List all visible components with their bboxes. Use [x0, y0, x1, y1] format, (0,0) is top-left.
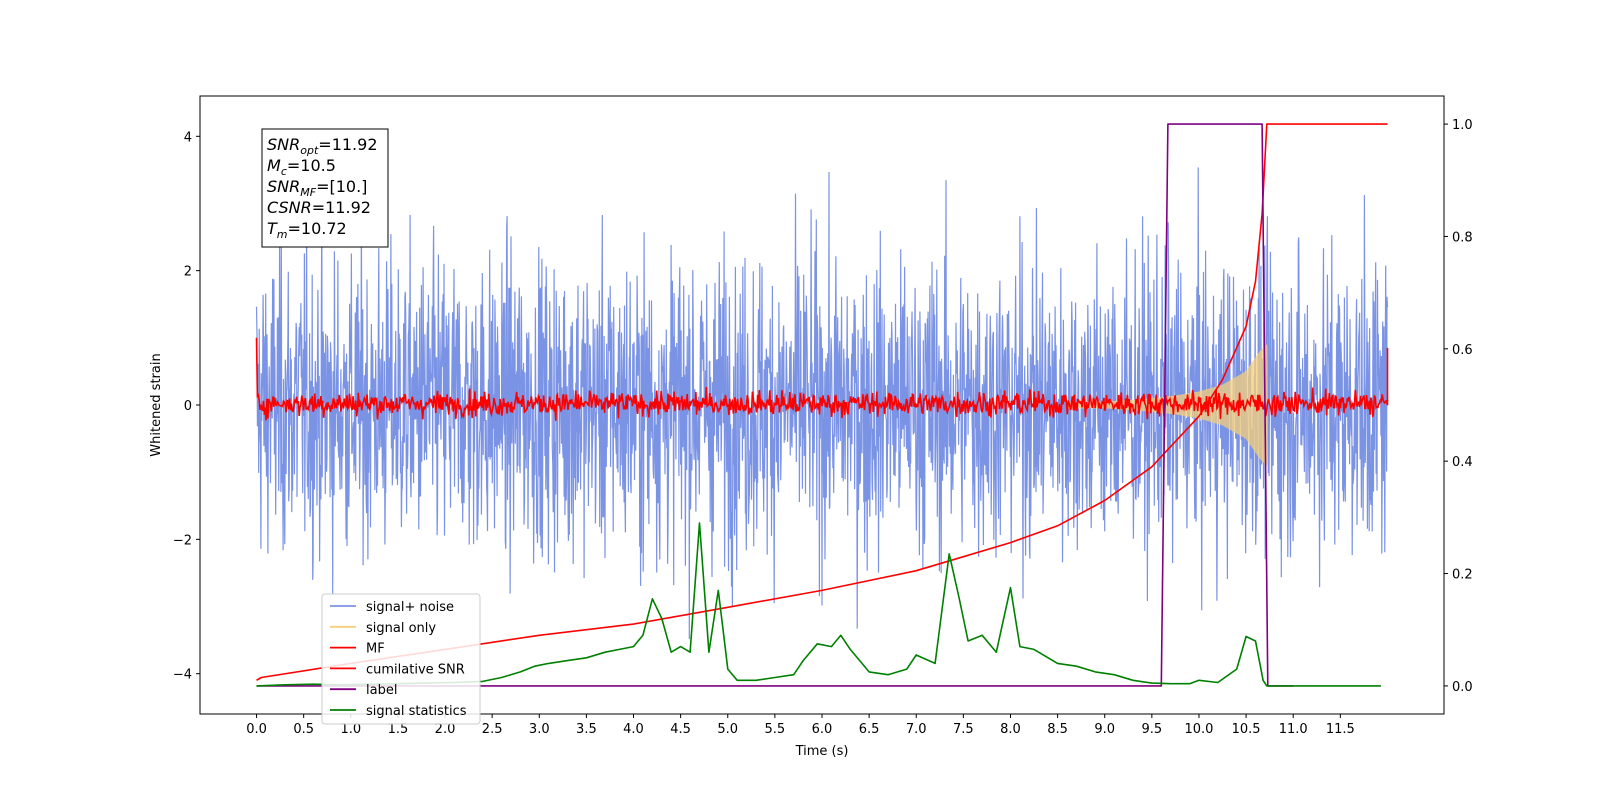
x-tick-label: 2.5 — [482, 722, 503, 737]
info-snr-mf-base: SNR — [267, 177, 300, 196]
info-mc-sub: c — [281, 165, 287, 178]
info-tm-sub: m — [277, 228, 288, 241]
legend-label: signal only — [366, 621, 436, 636]
x-tick-label: 11.5 — [1326, 722, 1355, 737]
legend-entry: MF — [330, 642, 385, 657]
y2-tick-label: 0.0 — [1452, 680, 1473, 695]
legend-label: signal+ noise — [366, 600, 454, 615]
x-tick-label: 7.5 — [953, 722, 974, 737]
legend-frame — [321, 593, 481, 725]
legend-label: signal statistics — [366, 704, 467, 719]
y2-tick-label: 0.4 — [1452, 455, 1473, 470]
legend-entry: signal only — [330, 621, 436, 636]
info-tm-value: =10.72 — [288, 219, 347, 238]
x-tick-label: 1.0 — [340, 722, 361, 737]
info-snr-opt-sub: opt — [300, 144, 319, 157]
legend-label: cumilative SNR — [366, 662, 465, 677]
y-tick-label: −2 — [173, 533, 192, 548]
tick-layer: 0.0 0.5 1.0 1.5 2.0 2.5 3.0 3.5 4.0 4.5 5.0 5.5 6.0 6… — [173, 118, 1473, 737]
series-signal-statistics — [256, 522, 1381, 687]
series-mf — [255, 337, 1389, 421]
info-snr-mf: SNRMF=[10.] — [267, 177, 367, 199]
x-tick-label: 5.0 — [717, 722, 738, 737]
x-tick-label: 1.5 — [388, 722, 409, 737]
y2-tick-label: 0.8 — [1452, 230, 1473, 245]
info-box: SNRopt=11.92 Mc=10.5 SNRMF=[10.] CSNR=11… — [261, 128, 389, 248]
x-tick-label: 7.0 — [906, 722, 927, 737]
legend-entry: cumilative SNR — [330, 662, 465, 677]
info-csnr: CSNR=11.92 — [267, 198, 371, 217]
legend-entry: signal statistics — [330, 704, 467, 719]
y2-tick-label: 1.0 — [1452, 118, 1473, 133]
y-tick-label: 4 — [184, 130, 192, 145]
x-tick-label: 6.0 — [812, 722, 833, 737]
x-tick-label: 2.0 — [435, 722, 456, 737]
info-mc-base: M — [267, 156, 281, 175]
legend-entry: signal+ noise — [330, 600, 454, 615]
legend-entry: label — [330, 683, 397, 698]
x-tick-label: 0.0 — [246, 722, 267, 737]
y2-tick-label: 0.2 — [1452, 568, 1473, 583]
info-tm: Tm=10.72 — [267, 219, 347, 241]
legend: signal+ noise signal only MF cumilative SNR… — [321, 593, 481, 725]
x-tick-label: 3.0 — [529, 722, 550, 737]
info-snr-mf-sub: MF — [300, 186, 316, 199]
info-csnr-value: =11.92 — [312, 198, 371, 217]
x-axis-label: Time (s) — [795, 744, 849, 759]
y-tick-label: 0 — [184, 399, 192, 414]
x-tick-label: 6.5 — [859, 722, 880, 737]
info-snr-opt-base: SNR — [267, 135, 300, 154]
x-tick-label: 0.5 — [293, 722, 314, 737]
x-tick-label: 5.5 — [765, 722, 786, 737]
info-tm-base: T — [267, 219, 278, 238]
x-tick-label: 10.0 — [1184, 722, 1213, 737]
info-mc: Mc=10.5 — [267, 156, 336, 178]
x-tick-label: 8.5 — [1047, 722, 1068, 737]
x-tick-label: 4.0 — [623, 722, 644, 737]
legend-label: label — [366, 683, 397, 698]
info-snr-opt: SNRopt=11.92 — [267, 135, 378, 157]
x-tick-label: 11.0 — [1279, 722, 1308, 737]
x-tick-label: 10.5 — [1232, 722, 1261, 737]
x-tick-label: 9.5 — [1142, 722, 1163, 737]
y-tick-label: 2 — [184, 265, 192, 280]
info-snr-opt-value: =11.92 — [318, 135, 377, 154]
info-csnr-base: CSNR — [267, 198, 312, 217]
info-snr-mf-value: =[10.] — [316, 177, 367, 196]
y-axis-label: Whitened strain — [149, 353, 164, 456]
y-tick-label: −4 — [173, 668, 192, 683]
legend-label: MF — [366, 642, 385, 657]
x-tick-label: 9.0 — [1094, 722, 1115, 737]
x-tick-label: 8.0 — [1000, 722, 1021, 737]
x-tick-label: 4.5 — [670, 722, 691, 737]
info-mc-value: =10.5 — [287, 156, 336, 175]
y2-tick-label: 0.6 — [1452, 343, 1473, 358]
x-tick-label: 3.5 — [576, 722, 597, 737]
info-box-frame — [261, 128, 389, 248]
